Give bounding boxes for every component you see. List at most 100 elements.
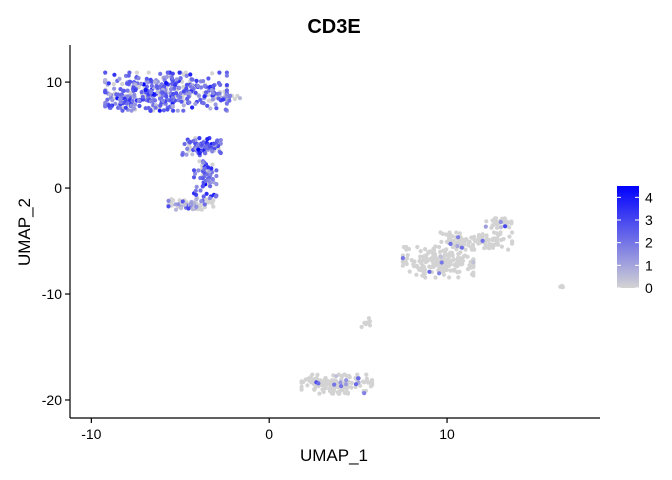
data-point	[184, 82, 189, 87]
legend-ticks: 4 3 2 1 0	[617, 189, 653, 296]
data-point	[196, 147, 201, 152]
data-point	[120, 108, 125, 113]
data-point	[439, 260, 444, 265]
data-point	[218, 141, 223, 146]
data-point	[196, 93, 201, 98]
data-point	[448, 250, 453, 255]
data-point	[199, 199, 204, 204]
data-point	[471, 265, 476, 270]
data-point	[164, 94, 169, 99]
data-point	[224, 70, 229, 75]
data-point	[446, 254, 451, 259]
data-point	[347, 375, 352, 380]
data-point	[315, 372, 320, 377]
data-point	[197, 151, 202, 156]
data-point	[471, 270, 476, 275]
data-point	[507, 234, 512, 239]
data-point	[480, 238, 485, 243]
data-point	[214, 173, 219, 179]
data-point	[160, 98, 165, 103]
data-point	[180, 79, 185, 84]
data-point	[178, 76, 183, 81]
data-point	[433, 275, 438, 280]
data-point	[194, 204, 199, 209]
data-point	[321, 389, 326, 395]
data-point	[179, 99, 184, 104]
data-point	[342, 390, 347, 396]
data-point	[181, 108, 186, 113]
data-point	[363, 322, 368, 327]
data-point	[133, 87, 138, 93]
data-point	[125, 94, 130, 99]
data-point	[223, 107, 228, 112]
data-point	[200, 160, 206, 165]
data-point	[407, 269, 412, 274]
data-point	[465, 254, 470, 259]
data-point	[471, 245, 476, 250]
data-point	[193, 171, 198, 176]
data-point	[200, 176, 205, 181]
x-tick-label: -10	[81, 426, 101, 442]
data-point	[144, 84, 149, 89]
data-point	[400, 260, 405, 265]
data-point	[477, 237, 482, 242]
data-point	[445, 257, 450, 262]
data-point	[164, 74, 169, 80]
data-point	[188, 84, 193, 89]
data-point	[217, 91, 222, 96]
chart-title: CD3E	[307, 16, 360, 38]
data-point	[202, 151, 208, 156]
data-point	[456, 251, 461, 257]
data-point	[181, 103, 186, 108]
data-point	[317, 391, 322, 396]
data-point	[206, 165, 211, 170]
data-point	[209, 166, 214, 171]
data-point	[187, 91, 192, 96]
data-point	[123, 105, 128, 110]
data-point	[215, 138, 220, 143]
data-point	[438, 230, 443, 235]
legend-tick-label: 4	[645, 189, 653, 205]
data-point	[206, 76, 211, 81]
data-point	[442, 266, 447, 271]
data-point	[158, 103, 163, 108]
data-point	[494, 225, 500, 230]
data-point	[437, 265, 442, 271]
data-point	[175, 108, 180, 113]
data-point	[103, 100, 108, 105]
data-point	[190, 105, 195, 110]
data-point	[117, 105, 123, 110]
data-point	[165, 107, 170, 112]
data-point	[169, 203, 174, 208]
data-point	[509, 230, 515, 235]
data-point	[121, 88, 127, 93]
data-point	[214, 168, 219, 173]
data-point	[199, 85, 204, 90]
data-point	[199, 207, 204, 212]
data-point	[132, 106, 137, 111]
data-point	[197, 136, 202, 141]
data-point	[184, 152, 189, 157]
data-point	[208, 84, 213, 89]
x-axis-label: UMAP_1	[300, 446, 368, 465]
data-point	[132, 92, 137, 97]
data-point	[499, 244, 504, 249]
data-point	[103, 70, 108, 75]
data-point	[355, 372, 360, 377]
data-point	[344, 373, 349, 378]
data-point	[187, 139, 193, 145]
data-point	[187, 100, 192, 105]
data-point	[305, 383, 310, 388]
data-point	[369, 383, 375, 388]
data-point	[194, 184, 199, 189]
data-point	[301, 379, 306, 384]
data-point	[426, 250, 431, 255]
data-point	[417, 267, 422, 272]
data-point	[210, 97, 216, 102]
data-point	[401, 244, 406, 250]
data-point	[190, 152, 195, 157]
data-point	[178, 91, 183, 96]
data-point	[210, 162, 215, 167]
data-point	[427, 269, 432, 274]
data-point	[143, 87, 148, 92]
